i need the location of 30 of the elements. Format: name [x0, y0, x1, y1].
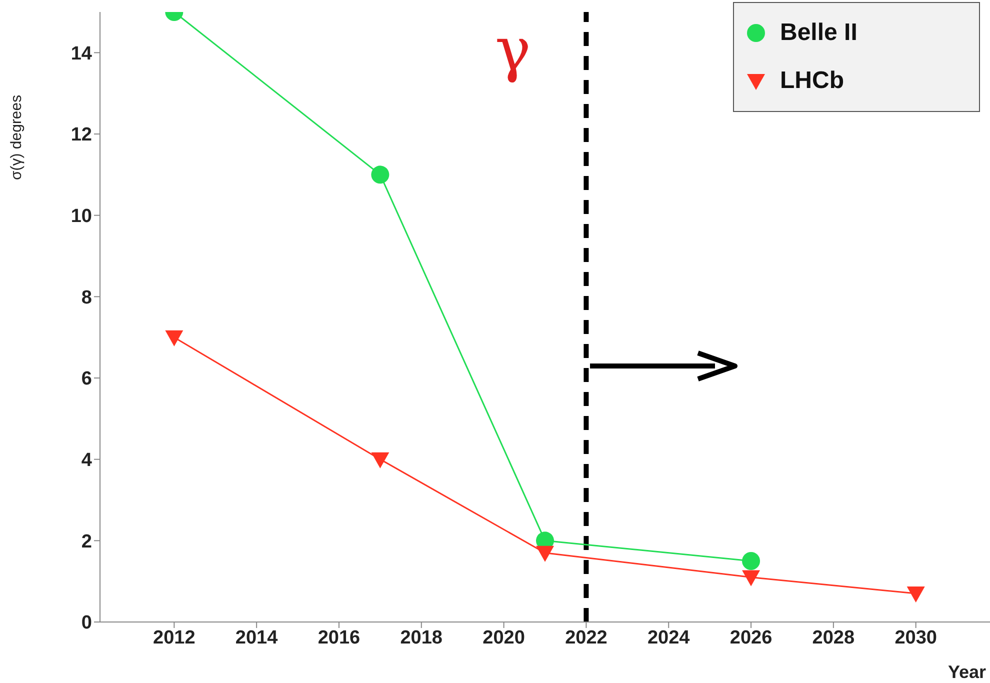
- x-tick-label: 2014: [235, 627, 278, 648]
- x-tick-label: 2024: [647, 627, 690, 648]
- x-tick-label: 2030: [894, 627, 937, 648]
- y-axis-title: σ(γ) degrees: [8, 94, 25, 180]
- x-tick-label: 2020: [482, 627, 525, 648]
- y-tick-label: 6: [81, 368, 92, 390]
- x-axis-title: Year: [948, 662, 986, 683]
- point: [742, 552, 760, 570]
- legend-label: Belle II: [780, 19, 858, 47]
- point: [742, 570, 760, 586]
- x-tick-label: 2026: [730, 627, 772, 648]
- x-tick-label: 2018: [400, 627, 443, 648]
- y-tick-label: 14: [70, 43, 92, 64]
- legend-label: LHCb: [780, 67, 844, 95]
- x-tick-label: 2022: [565, 627, 608, 648]
- x-tick-label: 2028: [812, 627, 855, 648]
- point: [536, 546, 554, 562]
- x-tick-label: 2016: [318, 627, 360, 648]
- x-tick-label: 2012: [153, 627, 196, 648]
- y-tick-label: 2: [81, 531, 92, 552]
- y-tick-label: 4: [81, 450, 92, 472]
- y-tick-label: 8: [81, 287, 92, 308]
- point: [165, 330, 184, 346]
- y-tick-label: 0: [81, 612, 92, 634]
- point: [371, 452, 390, 468]
- point: [906, 586, 925, 603]
- annotation: γ: [495, 15, 531, 85]
- point: [371, 166, 390, 184]
- y-tick-label: 10: [70, 206, 92, 228]
- y-tick-label: 12: [70, 124, 92, 146]
